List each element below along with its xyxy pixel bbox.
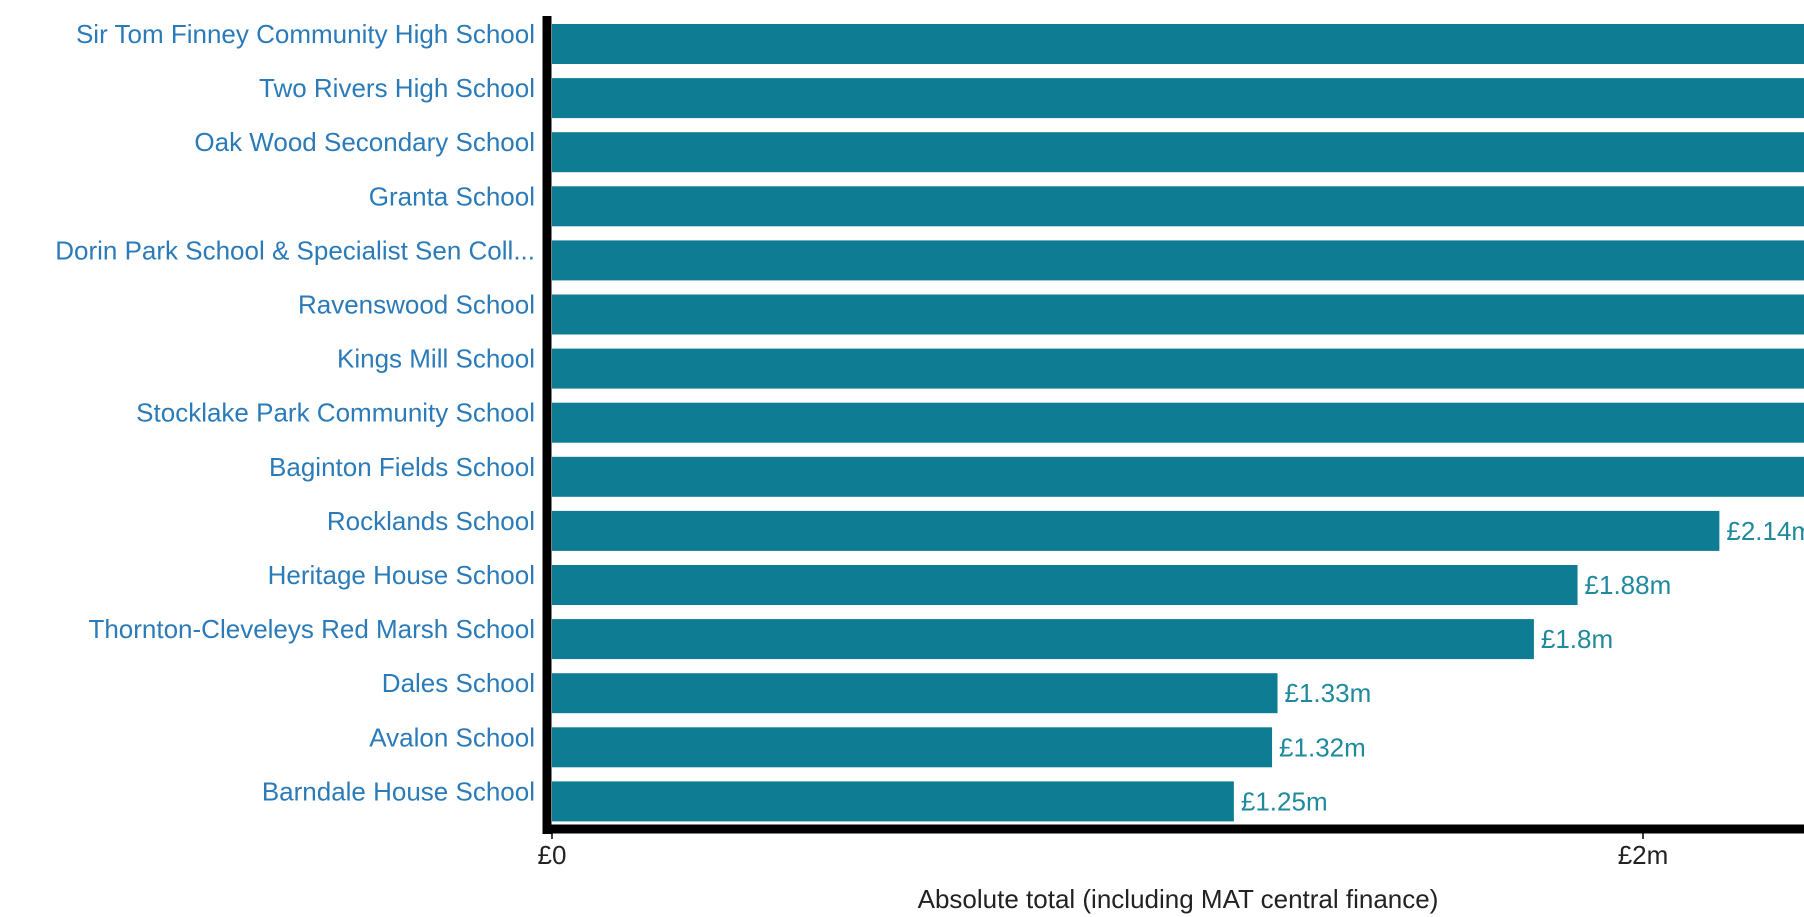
value-label: £1.88m <box>1585 570 1672 600</box>
category-label[interactable]: Two Rivers High School <box>259 73 535 103</box>
category-label[interactable]: Ravenswood School <box>298 290 535 320</box>
value-label: £1.25m <box>1241 786 1328 816</box>
category-label[interactable]: Barndale House School <box>262 776 535 806</box>
bar <box>552 402 1804 443</box>
category-label[interactable]: Oak Wood Secondary School <box>194 127 535 157</box>
bar <box>552 510 1720 551</box>
value-label: £1.32m <box>1279 732 1366 762</box>
category-label[interactable]: Stocklake Park Community School <box>136 398 535 428</box>
bar <box>552 673 1278 714</box>
bar <box>552 565 1578 605</box>
axes-group <box>542 16 1804 834</box>
category-labels-group: Sir Tom Finney Community High School Two … <box>55 19 535 806</box>
x-axis-title: Absolute total (including MAT central fi… <box>918 884 1439 914</box>
bar <box>552 781 1234 822</box>
value-label: £1.8m <box>1541 624 1613 654</box>
bar <box>552 348 1804 389</box>
category-label[interactable]: Dales School <box>382 668 535 698</box>
bar <box>552 132 1804 173</box>
x-tick-labels-group: £0£2m£4m <box>538 833 1669 870</box>
category-label[interactable]: Dorin Park School & Specialist Sen Coll.… <box>55 235 535 265</box>
category-label[interactable]: Baginton Fields School <box>269 452 535 482</box>
bar <box>552 456 1804 497</box>
bar <box>552 727 1273 768</box>
value-label: £2.14m <box>1726 516 1804 546</box>
category-label[interactable]: Granta School <box>369 181 535 211</box>
category-label[interactable]: Avalon School <box>369 722 535 752</box>
bar <box>552 186 1804 227</box>
x-tick-label: £2m <box>1618 840 1669 870</box>
bars-group <box>552 24 1804 822</box>
bar <box>552 240 1804 281</box>
category-label[interactable]: Thornton-Cleveleys Red Marsh School <box>88 614 535 644</box>
bar <box>552 24 1804 64</box>
category-label[interactable]: Sir Tom Finney Community High School <box>76 19 535 49</box>
category-label[interactable]: Heritage House School <box>268 560 535 590</box>
x-tick-label: £0 <box>538 840 567 870</box>
bar <box>552 619 1534 660</box>
bar <box>552 78 1804 119</box>
category-label[interactable]: Rocklands School <box>327 506 535 536</box>
value-labels-group: £3.3m£3.12m£3.06m£2.99m£2.83m£2.79m£2.78… <box>1241 516 1804 817</box>
bar <box>552 294 1804 335</box>
value-label: £1.33m <box>1285 678 1372 708</box>
category-label[interactable]: Kings Mill School <box>337 344 535 374</box>
